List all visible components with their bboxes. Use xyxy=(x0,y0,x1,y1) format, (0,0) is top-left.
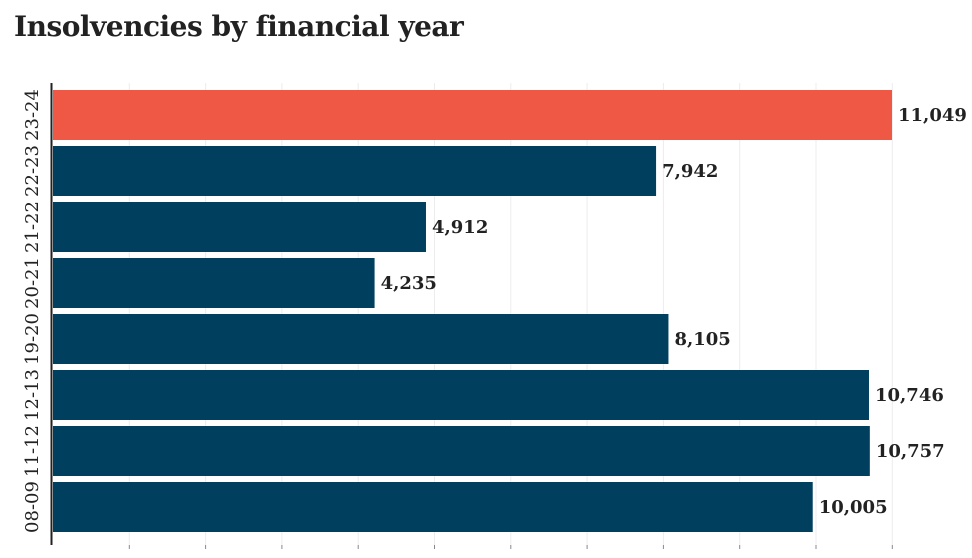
value-label-21-22: 4,912 xyxy=(432,217,488,238)
bar-12-13 xyxy=(53,370,869,420)
value-label-11-12: 10,757 xyxy=(876,441,945,462)
category-labels: 23-24 22-23 21-22 20-21 19-20 12-13 11-12 08-09 xyxy=(22,89,43,533)
bar-22-23 xyxy=(53,146,657,196)
category-label-12-13: 12-13 xyxy=(22,369,43,421)
value-label-23-24: 11,049 xyxy=(898,105,967,126)
category-label-11-12: 11-12 xyxy=(22,425,43,477)
value-labels: 11,049 7,942 4,912 4,235 8,105 10,746 10,757 10… xyxy=(381,105,967,518)
bar-23-24 xyxy=(53,90,892,140)
value-label-19-20: 8,105 xyxy=(674,329,730,350)
category-label-08-09: 08-09 xyxy=(22,481,43,533)
bar-19-20 xyxy=(53,314,669,364)
value-label-20-21: 4,235 xyxy=(381,273,437,294)
bar-11-12 xyxy=(53,426,870,476)
category-label-23-24: 23-24 xyxy=(22,89,43,141)
bar-20-21 xyxy=(53,258,375,308)
bar-08-09 xyxy=(53,482,813,532)
bar-21-22 xyxy=(53,202,426,252)
category-label-21-22: 21-22 xyxy=(22,201,43,253)
category-label-19-20: 19-20 xyxy=(22,313,43,365)
value-label-22-23: 7,942 xyxy=(662,161,718,182)
bars xyxy=(53,90,892,532)
value-label-12-13: 10,746 xyxy=(875,385,944,406)
value-label-08-09: 10,005 xyxy=(819,497,888,518)
chart-title: Insolvencies by financial year xyxy=(14,10,464,43)
category-label-20-21: 20-21 xyxy=(22,257,43,309)
category-label-22-23: 22-23 xyxy=(22,145,43,197)
